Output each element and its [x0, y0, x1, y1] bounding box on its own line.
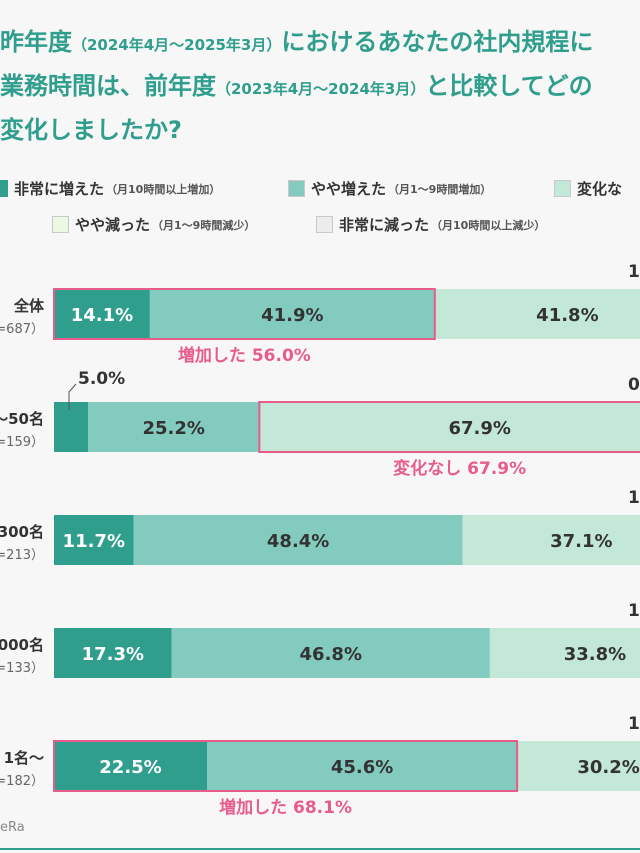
- legend: 非常に増えた （月10時間以上増加） やや増えた （月1～9時間増加） 変化なやや減った…: [0, 170, 640, 250]
- value-label: 30.2%: [577, 757, 639, 778]
- category-sublabel: =687）: [0, 322, 44, 337]
- leader-line: [68, 383, 77, 410]
- bar-segment: [207, 741, 518, 791]
- highlight-label: 増加した 68.1%: [219, 797, 352, 818]
- bar-segment: [517, 741, 640, 791]
- value-label-clipped: 1: [628, 714, 640, 734]
- title-line: 昨年度（2024年4月～2025年3月）におけるあなたの社内規程に: [0, 30, 593, 54]
- value-label: 14.1%: [71, 305, 133, 326]
- bar-segment: [54, 741, 207, 791]
- legend-label: やや増えた: [311, 180, 387, 198]
- category-sublabel: =182）: [0, 774, 44, 789]
- bar-segment: [149, 289, 435, 339]
- bar-segment: [489, 628, 640, 678]
- title-line: 業務時間は、前年度（2023年4月～2024年3月）と比較してどの: [0, 74, 593, 98]
- legend-swatch: [0, 180, 8, 197]
- title-segment: 昨年度: [0, 28, 72, 56]
- title-segment: 変化しましたか?: [0, 116, 182, 144]
- legend-label: 非常に減った: [339, 216, 430, 234]
- title-segment: と比較してどの: [425, 72, 593, 100]
- value-label: 41.8%: [536, 305, 598, 326]
- highlight-label: 変化なし 67.9%: [393, 458, 526, 479]
- bar-segment: [54, 289, 150, 339]
- category-label: 300名: [0, 523, 44, 541]
- legend-sublabel: （月1～9時間減少）: [152, 218, 256, 232]
- bottom-rule: [0, 848, 640, 850]
- value-label-clipped: 0: [628, 375, 640, 395]
- legend-item: 変化な: [554, 178, 622, 199]
- bar-segment: [171, 628, 490, 678]
- value-label: 45.6%: [331, 757, 393, 778]
- bar-segment: [88, 402, 260, 452]
- category-sublabel: =213）: [0, 548, 44, 563]
- highlight-box: [53, 740, 519, 792]
- title-segment: （2024年4月～2025年3月）: [72, 36, 282, 54]
- category-label: 1名～: [4, 749, 44, 767]
- value-label-clipped: 1.: [628, 488, 640, 508]
- legend-item: 非常に増えた （月10時間以上増加）: [0, 178, 220, 199]
- highlight-box: [258, 401, 640, 453]
- legend-label: 変化な: [577, 180, 623, 198]
- title-segment: （2023年4月～2024年3月）: [216, 80, 426, 98]
- category-sublabel: =133）: [0, 661, 44, 676]
- legend-swatch: [288, 180, 305, 197]
- bar-segment: [54, 402, 88, 452]
- legend-label: やや減った: [75, 216, 151, 234]
- value-label: 5.0%: [78, 369, 125, 389]
- value-label-clipped: 1: [628, 262, 640, 282]
- value-label: 22.5%: [99, 757, 161, 778]
- value-label: 11.7%: [63, 531, 125, 552]
- bar-segment: [54, 515, 134, 565]
- legend-swatch: [554, 180, 571, 197]
- title-segment: 業務時間は、前年度: [0, 72, 216, 100]
- title-segment: における: [281, 28, 378, 56]
- legend-swatch: [316, 216, 333, 233]
- legend-label: 非常に増えた: [14, 180, 105, 198]
- legend-item: 非常に減った （月10時間以上減少）: [316, 214, 545, 235]
- value-label: 37.1%: [550, 531, 612, 552]
- value-label: 25.2%: [142, 418, 204, 439]
- value-label: 48.4%: [267, 531, 329, 552]
- category-label: 全体: [13, 297, 45, 315]
- value-label: 67.9%: [448, 418, 510, 439]
- bar-segment: [434, 289, 640, 339]
- legend-item: やや増えた （月1～9時間増加）: [288, 178, 491, 199]
- source-credit: eRa: [0, 820, 25, 835]
- bar-segment: [259, 402, 640, 452]
- legend-swatch: [52, 216, 69, 233]
- legend-item: やや減った （月1～9時間減少）: [52, 214, 255, 235]
- category-label: ～50名: [0, 410, 44, 428]
- legend-sublabel: （月10時間以上増加）: [106, 182, 221, 196]
- bar-segment: [54, 628, 172, 678]
- legend-sublabel: （月10時間以上減少）: [431, 218, 546, 232]
- value-label-clipped: 1: [628, 601, 640, 621]
- value-label: 17.3%: [82, 644, 144, 665]
- value-label: 33.8%: [564, 644, 626, 665]
- bar-segment: [462, 515, 640, 565]
- legend-sublabel: （月1～9時間増加）: [388, 182, 492, 196]
- value-label: 46.8%: [300, 644, 362, 665]
- category-sublabel: =159）: [0, 435, 44, 450]
- highlight-box: [53, 288, 436, 340]
- highlight-label: 増加した 56.0%: [178, 345, 311, 366]
- title-line: 変化しましたか?: [0, 118, 182, 142]
- title-segment: あなたの社内規程に: [377, 28, 594, 56]
- value-label: 41.9%: [261, 305, 323, 326]
- bar-segment: [133, 515, 463, 565]
- category-label: 000名: [0, 636, 44, 654]
